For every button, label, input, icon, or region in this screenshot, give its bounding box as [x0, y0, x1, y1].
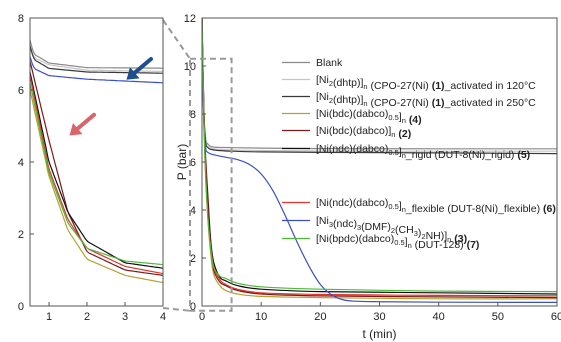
main-frame [201, 17, 558, 307]
inset-series-line-5 [30, 61, 163, 276]
y-tick-label: 0 [190, 301, 196, 313]
y-tick-label: 10 [184, 61, 196, 73]
inset-y-tick-label: 8 [18, 13, 24, 25]
legend-entry-8: [Ni3(ndc)3(DMF)2(CH3)2NH)]n (3) [316, 215, 467, 245]
inset-y-tick-label: 6 [18, 85, 24, 97]
x-tick-label: 40 [433, 311, 445, 323]
inset-series-line-2 [30, 43, 163, 72]
x-tick-label: 0 [199, 311, 205, 323]
inset-x-tick-label: 2 [84, 311, 90, 323]
inset-series-line-8 [30, 56, 163, 84]
inset-series-line-7 [30, 75, 163, 275]
legend-entry-9: [Ni(bpdc)(dabco)0.5]n (DUT-128) (7) [316, 233, 479, 251]
legend-entry-4: [Ni(bdc)(dabco)0.5]n (4) [316, 108, 422, 126]
zoom-selection-box [189, 57, 233, 312]
inset-arrows [69, 57, 153, 136]
inset-x-tick-label: 3 [122, 311, 128, 323]
main-plot: 0 10 20 30 40 50 60 0 2 4 6 8 10 12 t (min) P (bar) B… [175, 13, 561, 341]
main-series-lines [202, 18, 557, 303]
inset-series-line-4 [30, 89, 163, 284]
y-axis-label: P (bar) [175, 144, 189, 180]
inset-ticks: 1 2 3 4 0 2 4 6 8 [18, 13, 166, 323]
y-tick-label: 12 [184, 13, 196, 25]
legend: Blank [Ni2(dhtp)]n (CPO-27(Ni) (1)_activa… [282, 57, 556, 251]
inset-series-lines [30, 39, 163, 284]
inset-y-tick-label: 2 [18, 229, 24, 241]
series-line-9 [202, 18, 557, 293]
legend-entry-2: [Ni2(dhtp)]n (CPO-27(Ni) (1)_activated i… [316, 74, 536, 92]
legend-entry-7: [Ni(ndc)(dabco)0.5]n_flexible (DUT-8(Ni)… [316, 197, 556, 215]
inset-y-tick-label: 4 [18, 157, 24, 169]
x-tick-label: 50 [492, 311, 504, 323]
connector-top [162, 19, 191, 60]
x-tick-label: 20 [314, 311, 326, 323]
main-ticks: 0 10 20 30 40 50 60 0 2 4 6 8 10 12 [184, 13, 561, 323]
inset-x-tick-label: 1 [46, 311, 52, 323]
legend-entry-6: [Ni(ndc)(dabco)0.5]n_rigid (DUT-8(Ni)_ri… [316, 143, 530, 161]
legend-entry-1: Blank [316, 57, 343, 69]
inset-y-tick-label: 0 [18, 301, 24, 313]
inset-series-line-6 [30, 71, 163, 269]
x-tick-label: 10 [255, 311, 267, 323]
arrow-head-1 [126, 67, 140, 80]
connector-bottom [162, 307, 191, 312]
zoom-connector-lines [162, 19, 191, 312]
y-tick-label: 4 [190, 205, 196, 217]
y-tick-label: 2 [190, 253, 196, 265]
x-axis-label: t (min) [363, 327, 397, 341]
x-tick-label: 30 [373, 311, 385, 323]
inset-x-tick-label: 4 [160, 311, 166, 323]
inset-plot: 1 2 3 4 0 2 4 6 8 [18, 13, 166, 323]
inset-series-line-9 [30, 82, 163, 266]
y-tick-label: 6 [190, 157, 196, 169]
series-line-8 [202, 18, 557, 303]
legend-entry-3: [Ni2(dhtp)]n (CPO-27(Ni) (1)_activated i… [316, 91, 536, 109]
x-tick-label: 60 [551, 311, 561, 323]
legend-entry-5: [Ni(bdc)(dabco)]n (2) [316, 125, 411, 140]
arrow-head-2 [69, 122, 83, 136]
y-tick-label: 8 [190, 109, 196, 121]
inset-series-line-3 [30, 45, 163, 74]
